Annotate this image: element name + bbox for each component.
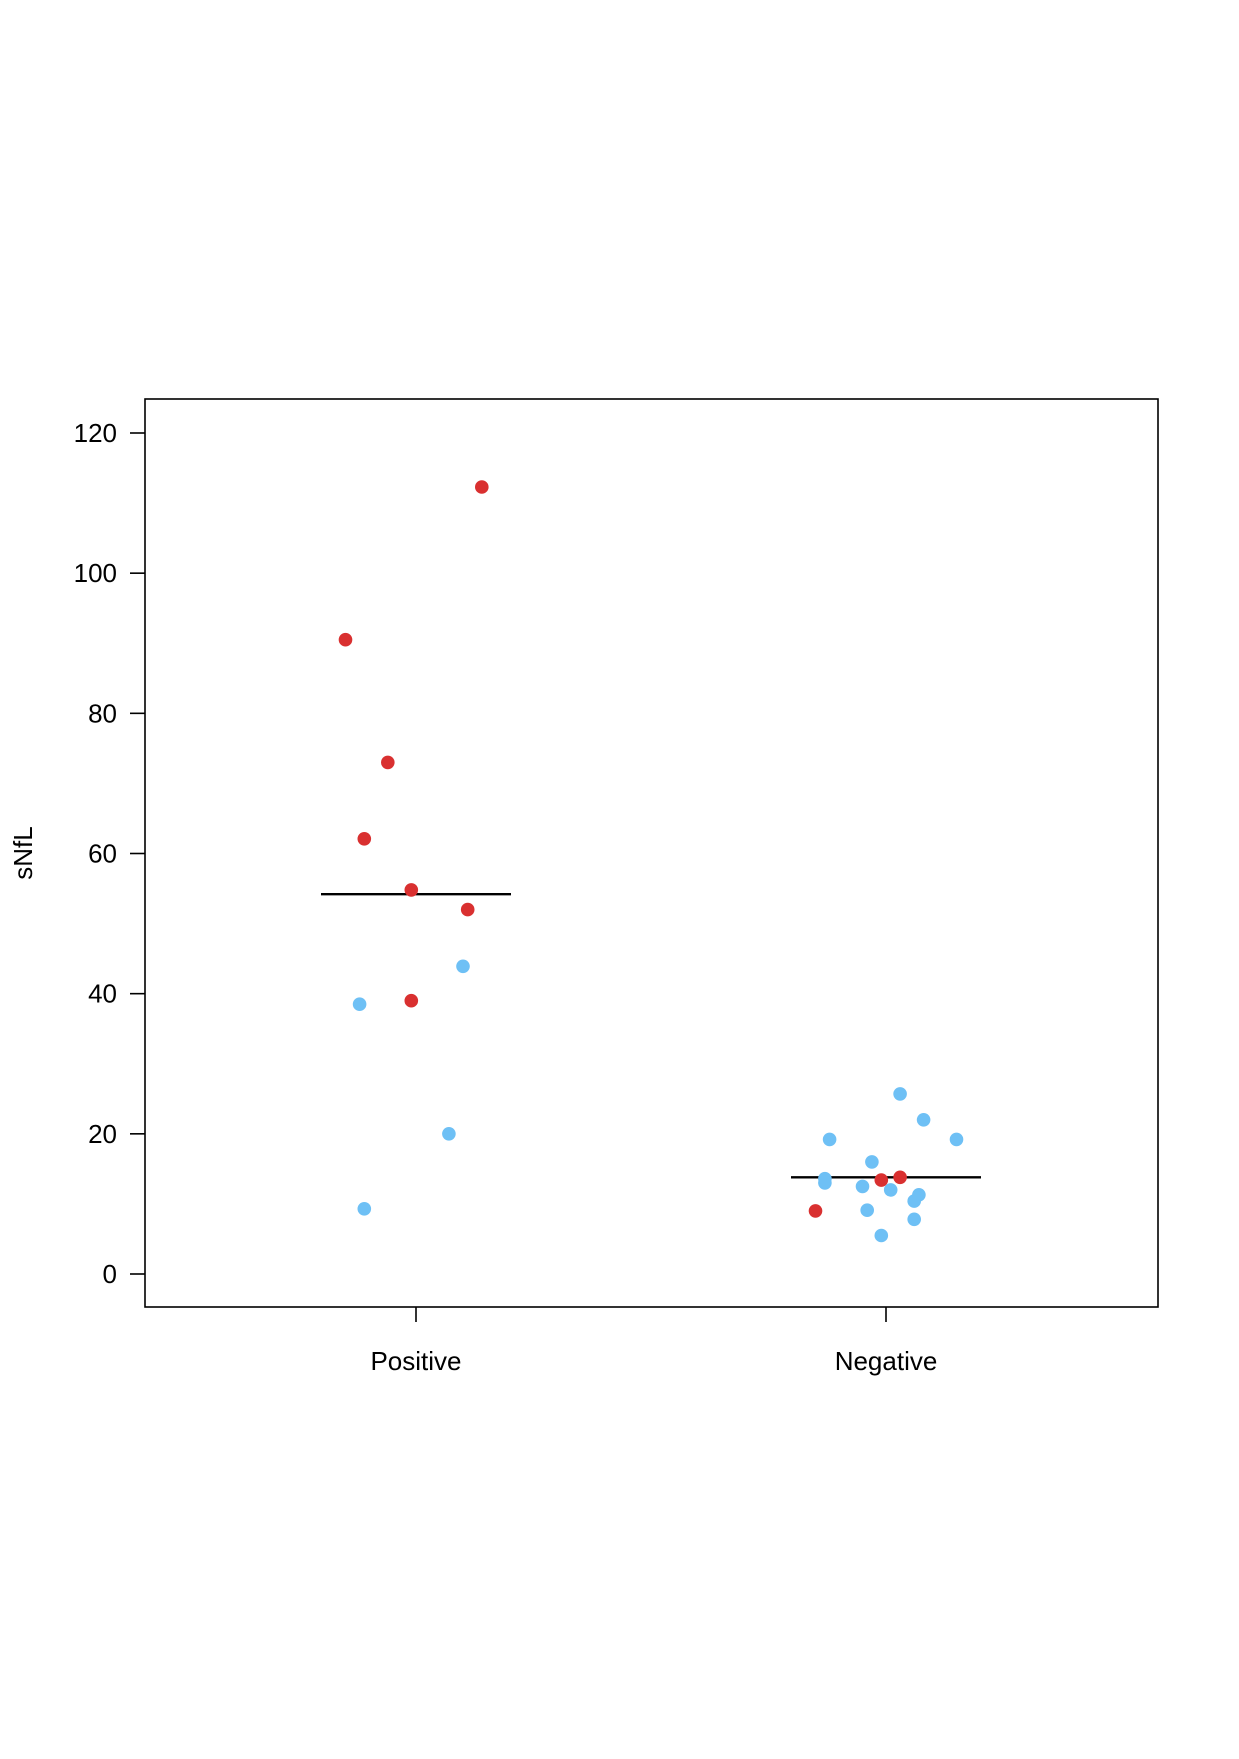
data-points <box>338 480 964 1243</box>
data-point <box>442 1127 456 1141</box>
data-point <box>338 632 353 647</box>
plot-frame <box>144 398 1159 1308</box>
y-axis-label: sNfL <box>8 826 38 879</box>
data-point <box>460 902 475 917</box>
data-point <box>475 480 489 494</box>
data-point <box>404 883 419 897</box>
y-tick-label: 120 <box>74 418 117 448</box>
data-point <box>822 1132 837 1147</box>
data-point <box>381 755 395 770</box>
median-lines <box>321 892 981 1179</box>
data-point <box>916 1113 931 1127</box>
data-point <box>874 1228 889 1243</box>
data-point <box>357 832 372 846</box>
data-point <box>808 1204 823 1218</box>
y-tick-label: 80 <box>88 698 117 728</box>
data-point <box>907 1194 921 1208</box>
data-point <box>860 1203 874 1217</box>
x-tick-label: Negative <box>835 1346 938 1376</box>
y-tick-label: 0 <box>103 1259 117 1289</box>
data-point <box>874 1173 889 1187</box>
y-tick-label: 40 <box>88 979 117 1009</box>
data-point <box>404 993 419 1008</box>
data-point <box>949 1132 964 1147</box>
data-point <box>907 1212 921 1227</box>
x-axis: Positive Negative <box>370 1307 937 1376</box>
data-point <box>357 1202 372 1216</box>
x-tick-label: Positive <box>370 1346 461 1376</box>
y-tick-label: 100 <box>74 558 117 588</box>
data-point <box>352 997 367 1011</box>
data-point <box>883 1183 898 1197</box>
data-point <box>855 1179 870 1194</box>
data-point <box>456 959 470 974</box>
data-point <box>893 1087 907 1101</box>
data-point <box>818 1176 832 1190</box>
y-tick-label: 60 <box>88 839 117 869</box>
y-axis: 0 20 40 60 80 100 120 <box>74 418 145 1289</box>
data-point <box>893 1170 907 1185</box>
y-tick-label: 20 <box>88 1119 117 1149</box>
data-point <box>865 1155 879 1169</box>
